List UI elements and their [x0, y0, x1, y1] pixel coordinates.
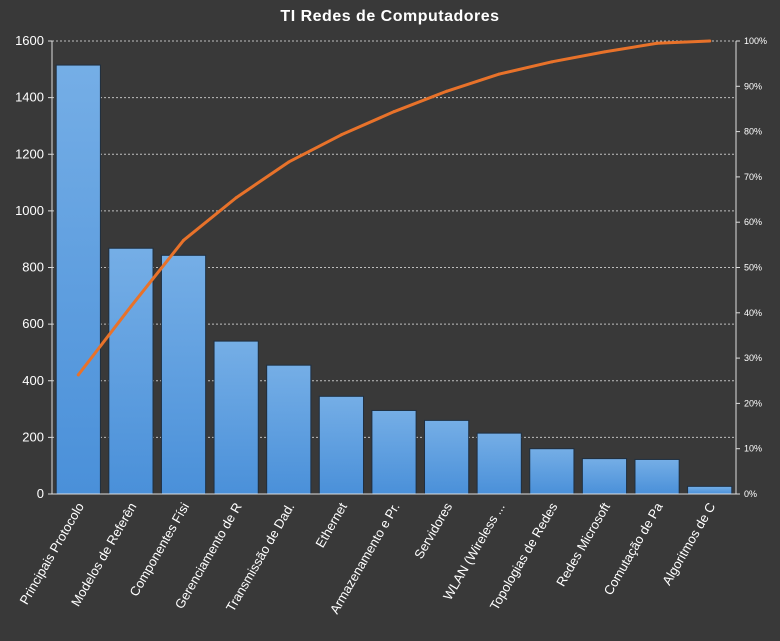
bar	[266, 364, 312, 495]
bar	[213, 340, 259, 495]
x-tick-label: Redes Microsoft	[553, 500, 613, 589]
y-tick-label-right: 30%	[744, 353, 762, 363]
chart-title: TI Redes de Computadores	[280, 8, 500, 25]
y-tick-label-left: 0	[37, 486, 44, 501]
bar	[55, 64, 101, 495]
bar	[371, 409, 417, 495]
y-tick-label-right: 70%	[744, 172, 762, 182]
bar	[529, 448, 575, 495]
y-tick-label-left: 1000	[15, 203, 44, 218]
line-point	[234, 196, 238, 200]
line-point	[287, 160, 291, 164]
x-tick-label: Comutação de Pa	[601, 499, 666, 597]
x-tick-label: Ethernet	[312, 500, 350, 550]
x-tick-label: Algoritmos de C	[659, 500, 718, 588]
y-tick-label-right: 40%	[744, 308, 762, 318]
cumulative-line-series	[76, 39, 712, 377]
line-point	[497, 72, 501, 76]
line-point	[129, 304, 133, 308]
line-point	[602, 50, 606, 54]
y-tick-label-right: 90%	[744, 81, 762, 91]
y-axis-left: 0 200 400 600 800 1000 1200 1400 1600	[15, 33, 53, 501]
bar	[581, 458, 628, 495]
x-tick-label: Servidores	[411, 500, 455, 562]
y-tick-label-right: 80%	[744, 127, 762, 137]
y-tick-label-right: 50%	[744, 263, 762, 273]
bar	[687, 485, 733, 495]
bar	[318, 395, 364, 495]
line-point	[445, 89, 449, 93]
gridlines	[52, 40, 736, 438]
line-point	[76, 373, 80, 377]
y-tick-label-left: 1400	[15, 90, 44, 105]
y-tick-label-right: 60%	[744, 217, 762, 227]
y-tick-label-left: 400	[22, 373, 44, 388]
bar	[476, 432, 522, 495]
y-tick-label-right: 100%	[744, 36, 767, 46]
line-point	[550, 60, 554, 64]
y-tick-label-left: 1600	[15, 33, 44, 48]
y-tick-label-left: 1200	[15, 146, 44, 161]
line-point	[708, 39, 712, 43]
bar-series	[55, 64, 733, 495]
y-tick-label-left: 600	[22, 316, 44, 331]
y-axis-right: 0% 10% 20% 30% 40% 50% 60% 70% 80% 90% 100%	[735, 36, 767, 499]
y-tick-label-right: 20%	[744, 398, 762, 408]
bar	[160, 254, 207, 495]
y-tick-label-right: 10%	[744, 444, 762, 454]
y-tick-label-left: 800	[22, 260, 44, 275]
line-point	[182, 238, 186, 242]
line-point	[339, 133, 343, 137]
line-point	[655, 41, 659, 45]
y-tick-label-right: 0%	[744, 489, 757, 499]
bar	[634, 458, 680, 495]
y-tick-label-left: 200	[22, 429, 44, 444]
line-point	[392, 110, 396, 114]
bar	[424, 419, 470, 495]
